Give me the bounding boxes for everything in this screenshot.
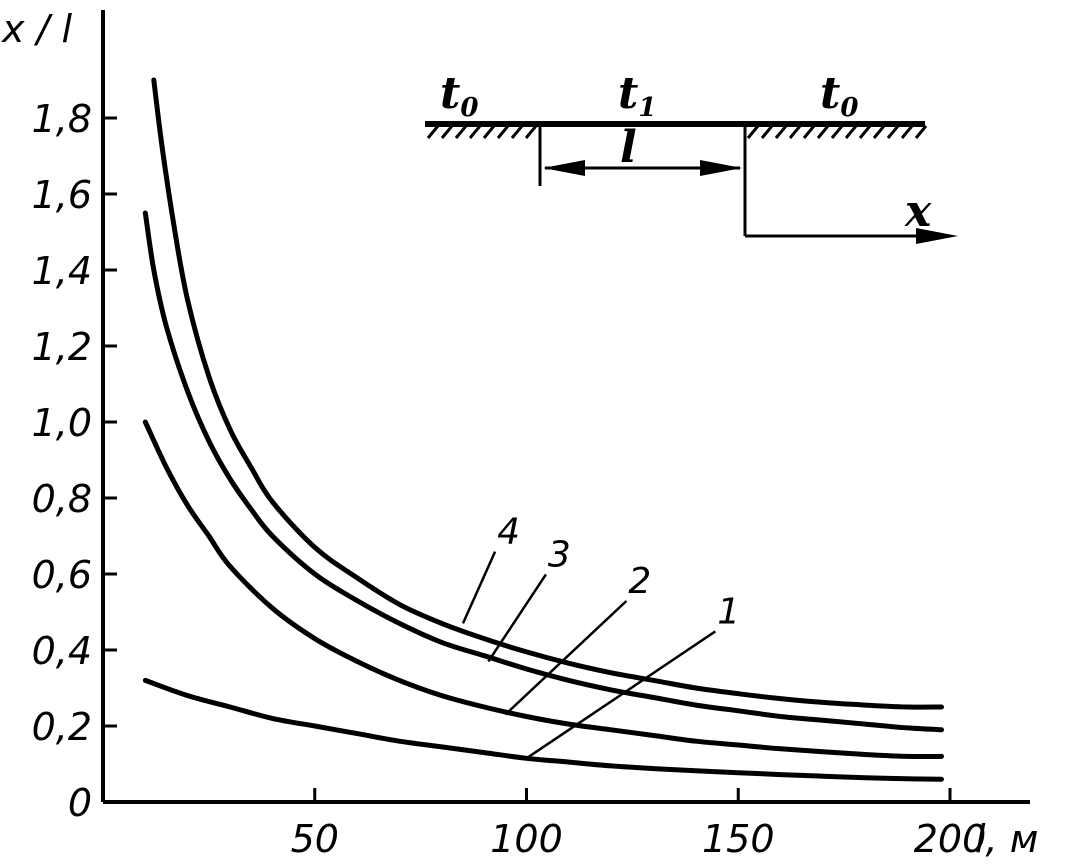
inset-width-label: l (620, 122, 637, 173)
series-leader-2 (504, 600, 628, 716)
inset-middle-temp: t1 (618, 68, 656, 123)
x-tick-label: 150 (702, 817, 775, 861)
inset-hatch-right (746, 125, 928, 139)
y-tick-label: 1,2 (32, 325, 92, 369)
hatch-mark (886, 125, 900, 139)
hatch-mark (914, 125, 928, 139)
hatch-mark (830, 125, 844, 139)
hatch-mark (872, 125, 886, 139)
hatch-mark (468, 125, 482, 139)
y-axis-title: x / l (1, 7, 72, 51)
x-tick-label: 200 (914, 817, 987, 861)
hatch-mark (440, 125, 454, 139)
series-label-1: 1 (717, 591, 740, 632)
y-tick-label: 0,4 (32, 629, 92, 673)
hatch-mark (900, 125, 914, 139)
series-label-4: 4 (497, 512, 520, 553)
y-tick-group: 0 0,2 0,4 0,6 0,8 1,0 1,2 1,4 1,6 1,8 (32, 97, 117, 825)
inset-right-temp: t0 (820, 68, 858, 123)
inset-dimension-arrow-left (543, 160, 585, 176)
hatch-mark (510, 125, 524, 139)
hatch-mark (774, 125, 788, 139)
y-tick-label: 1,0 (32, 401, 92, 445)
axes (101, 10, 1030, 804)
series-label-2: 2 (628, 561, 651, 602)
inset-hatch-left (426, 125, 538, 139)
series-leader-3 (487, 573, 547, 663)
hatch-mark (802, 125, 816, 139)
x-tick-group: 50 100 150 200 (291, 788, 987, 861)
hatch-mark (746, 125, 760, 139)
hatch-mark (496, 125, 510, 139)
hatch-mark (454, 125, 468, 139)
series-line-2 (142, 419, 944, 760)
series-line-1 (142, 677, 944, 782)
series-label-3: 3 (548, 534, 571, 575)
inset-dimension-arrow-right (700, 160, 742, 176)
hatch-mark (482, 125, 496, 139)
hatch-mark (760, 125, 774, 139)
y-tick-label: 1,8 (32, 97, 92, 141)
hatch-mark (788, 125, 802, 139)
series-label-layer: 1 2 34 (461, 512, 740, 760)
hatch-mark (816, 125, 830, 139)
hatch-mark (844, 125, 858, 139)
inset-left-temp: t0 (440, 68, 478, 123)
y-tick-label: 0,8 (32, 477, 92, 521)
series-line-3 (142, 210, 944, 733)
y-tick-label: 1,4 (32, 249, 92, 293)
inset-diagram: t0 t1 t0 l x (425, 68, 958, 244)
hatch-mark (524, 125, 538, 139)
y-tick-label: 0 (68, 781, 92, 825)
x-axis-title: l, м (975, 817, 1038, 861)
y-tick-label: 1,6 (32, 173, 92, 217)
series-leader-1 (525, 630, 717, 760)
hatch-mark (858, 125, 872, 139)
x-tick-label: 100 (490, 817, 563, 861)
y-tick-label: 0,6 (32, 553, 92, 597)
inset-x-axis-arrow (916, 228, 958, 244)
series-line-4 (151, 77, 944, 710)
x-tick-label: 50 (291, 817, 339, 861)
series-layer (142, 77, 944, 782)
hatch-mark (426, 125, 440, 139)
y-tick-label: 0,2 (32, 705, 92, 749)
inset-x-axis-label: x (904, 186, 932, 237)
series-leader-4 (461, 551, 497, 624)
